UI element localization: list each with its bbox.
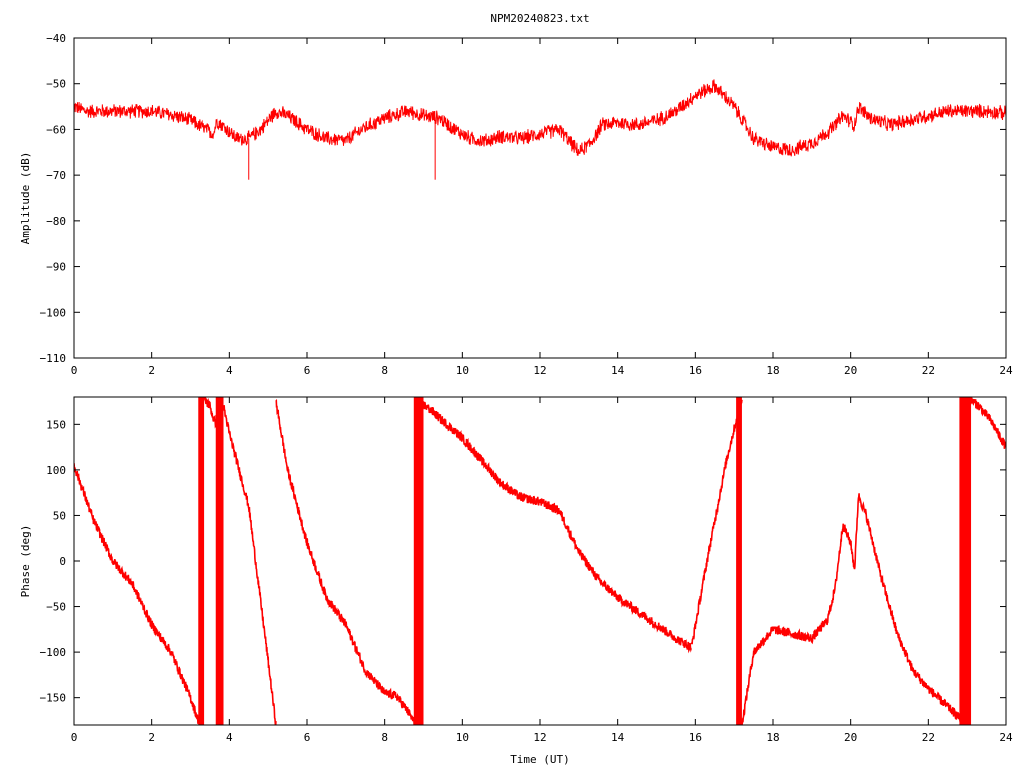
x-tick-label: 4 xyxy=(226,731,233,744)
y-tick-label: −150 xyxy=(40,692,67,705)
x-tick-label: 0 xyxy=(71,364,78,377)
y-tick-label: 50 xyxy=(53,509,66,522)
phase-line-segment xyxy=(418,397,692,654)
x-tick-label: 12 xyxy=(533,731,546,744)
x-tick-label: 6 xyxy=(304,731,311,744)
phase-panel: 0 2 4 6 8 10 12 14 16 18 20 22 24−150−100−5005010015… xyxy=(19,396,1013,766)
amplitude-panel: 0 2 4 6 8 10 12 14 16 18 20 22 24−110−100−90−80−70−6… xyxy=(19,32,1013,377)
chart-title: NPM20240823.txt xyxy=(490,12,589,25)
phase-ticks: 0 2 4 6 8 10 12 14 16 18 20 22 24−150−100−5005010015… xyxy=(40,397,1013,744)
x-tick-label: 14 xyxy=(611,364,625,377)
amplitude-y-axis-label: Amplitude (dB) xyxy=(19,152,32,245)
x-tick-label: 24 xyxy=(999,364,1013,377)
x-tick-label: 14 xyxy=(611,731,625,744)
x-tick-label: 24 xyxy=(999,731,1013,744)
amplitude-line xyxy=(74,79,1006,157)
phase-series xyxy=(74,397,1006,725)
phase-wrap-band xyxy=(959,397,972,725)
phase-y-axis-label: Phase (deg) xyxy=(19,525,32,598)
x-tick-label: 0 xyxy=(71,731,78,744)
y-tick-label: −50 xyxy=(46,601,66,614)
phase-wrap-band xyxy=(198,397,205,725)
y-tick-label: 0 xyxy=(59,555,66,568)
y-tick-label: −100 xyxy=(40,306,67,319)
x-tick-label: 22 xyxy=(922,731,935,744)
x-tick-label: 4 xyxy=(226,364,233,377)
x-tick-label: 22 xyxy=(922,364,935,377)
phase-line-segment xyxy=(967,397,1006,449)
y-tick-label: −90 xyxy=(46,261,66,274)
x-tick-label: 20 xyxy=(844,731,857,744)
y-tick-label: −50 xyxy=(46,78,66,91)
x-tick-label: 8 xyxy=(381,364,388,377)
phase-line-segment xyxy=(74,463,200,724)
y-tick-label: −70 xyxy=(46,169,66,182)
y-tick-label: 150 xyxy=(46,418,66,431)
y-tick-label: −40 xyxy=(46,32,66,45)
x-tick-label: 20 xyxy=(844,364,857,377)
x-tick-label: 16 xyxy=(689,364,702,377)
y-tick-label: −110 xyxy=(40,352,67,365)
y-tick-label: 100 xyxy=(46,464,66,477)
x-tick-label: 12 xyxy=(533,364,546,377)
phase-wrap-band xyxy=(413,397,424,725)
y-tick-label: −80 xyxy=(46,215,66,228)
x-tick-label: 2 xyxy=(148,731,155,744)
x-tick-label: 18 xyxy=(766,731,779,744)
y-tick-label: −60 xyxy=(46,123,66,136)
phase-plot-frame xyxy=(73,396,1007,726)
phase-line-segment xyxy=(275,399,417,725)
phase-line-segment xyxy=(222,405,277,725)
x-tick-label: 8 xyxy=(381,731,388,744)
x-tick-label: 10 xyxy=(456,731,469,744)
phase-line-segment xyxy=(690,399,743,645)
x-tick-label: 10 xyxy=(456,364,469,377)
x-tick-label: 2 xyxy=(148,364,155,377)
x-tick-label: 6 xyxy=(304,364,311,377)
amplitude-plot-frame xyxy=(73,37,1007,359)
amplitude-ticks: 0 2 4 6 8 10 12 14 16 18 20 22 24−110−100−90−80−70−6… xyxy=(40,32,1013,377)
phase-wrap-band xyxy=(215,397,224,725)
phase-wrap-band xyxy=(736,397,742,725)
x-tick-label: 18 xyxy=(766,364,779,377)
phase-line-segment xyxy=(201,397,219,429)
y-tick-label: −100 xyxy=(40,646,67,659)
phase-line-segment xyxy=(741,493,968,725)
x-tick-label: 16 xyxy=(689,731,702,744)
x-axis-label: Time (UT) xyxy=(510,753,570,766)
amplitude-series xyxy=(74,79,1006,180)
